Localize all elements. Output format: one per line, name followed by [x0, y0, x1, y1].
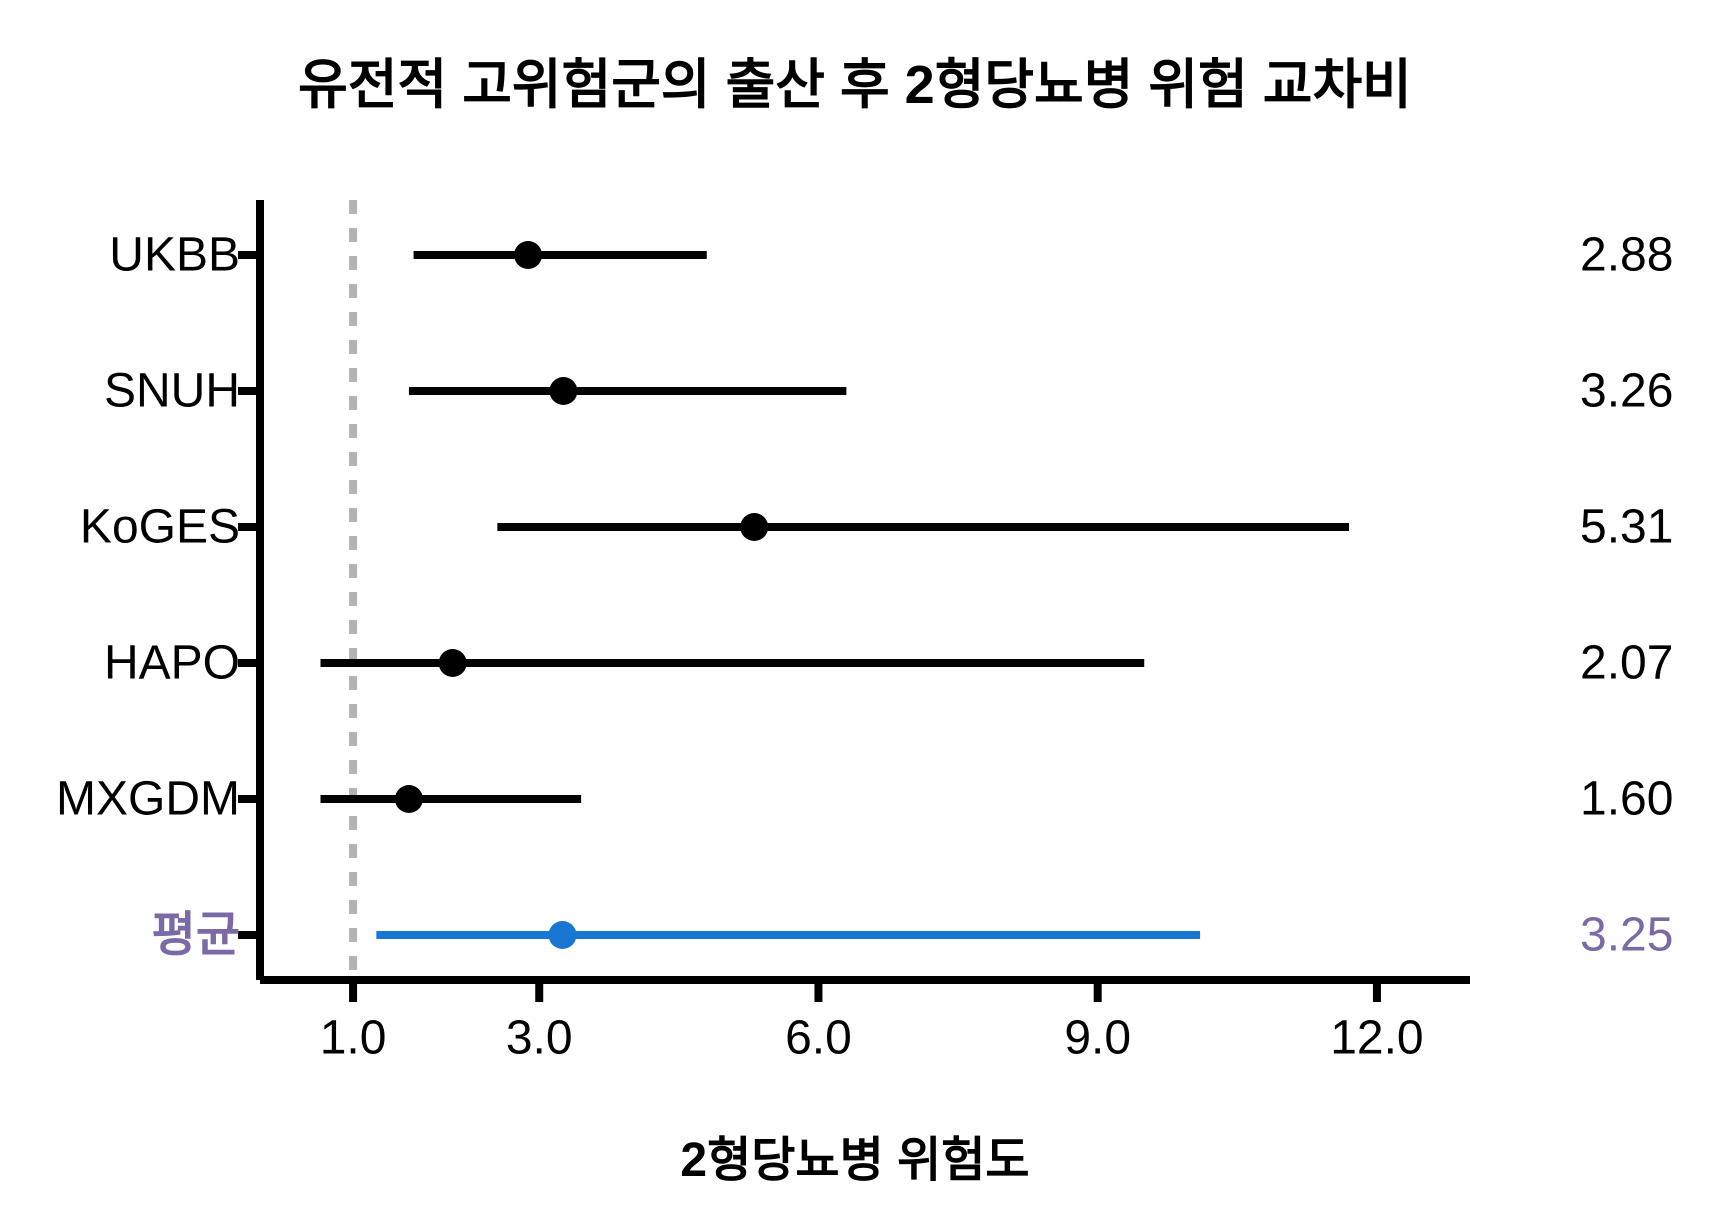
x-tick-label: 3.0: [506, 1012, 573, 1065]
forest-plot-container: { "chart": { "type": "forest", "title": …: [0, 0, 1710, 1224]
row-label: UKBB: [109, 229, 240, 282]
point-marker: [514, 241, 542, 269]
x-tick-label: 6.0: [785, 1012, 852, 1065]
row-value: 1.60: [1580, 773, 1673, 826]
point-marker: [549, 921, 577, 949]
x-tick-label: 1.0: [320, 1012, 387, 1065]
row-label: MXGDM: [56, 773, 240, 826]
x-tick-label: 12.0: [1330, 1012, 1423, 1065]
row-label: SNUH: [104, 365, 240, 418]
row-value: 3.26: [1580, 365, 1673, 418]
point-marker: [439, 649, 467, 677]
row-label: HAPO: [104, 637, 240, 690]
point-marker: [740, 513, 768, 541]
row-label: KoGES: [80, 501, 240, 554]
row-value: 3.25: [1580, 909, 1673, 962]
row-label: 평균: [152, 909, 240, 962]
row-value: 5.31: [1580, 501, 1673, 554]
row-value: 2.88: [1580, 229, 1673, 282]
row-value: 2.07: [1580, 637, 1673, 690]
point-marker: [395, 785, 423, 813]
x-axis-label: 2형당뇨병 위험도: [0, 1120, 1710, 1190]
x-tick-label: 9.0: [1064, 1012, 1131, 1065]
point-marker: [549, 377, 577, 405]
forest-plot-svg: 1.0 3.0 6.0 9.0 12.0 UKBB 2.88 SNUH 3.26 KoGES 5.3…: [0, 0, 1710, 1224]
